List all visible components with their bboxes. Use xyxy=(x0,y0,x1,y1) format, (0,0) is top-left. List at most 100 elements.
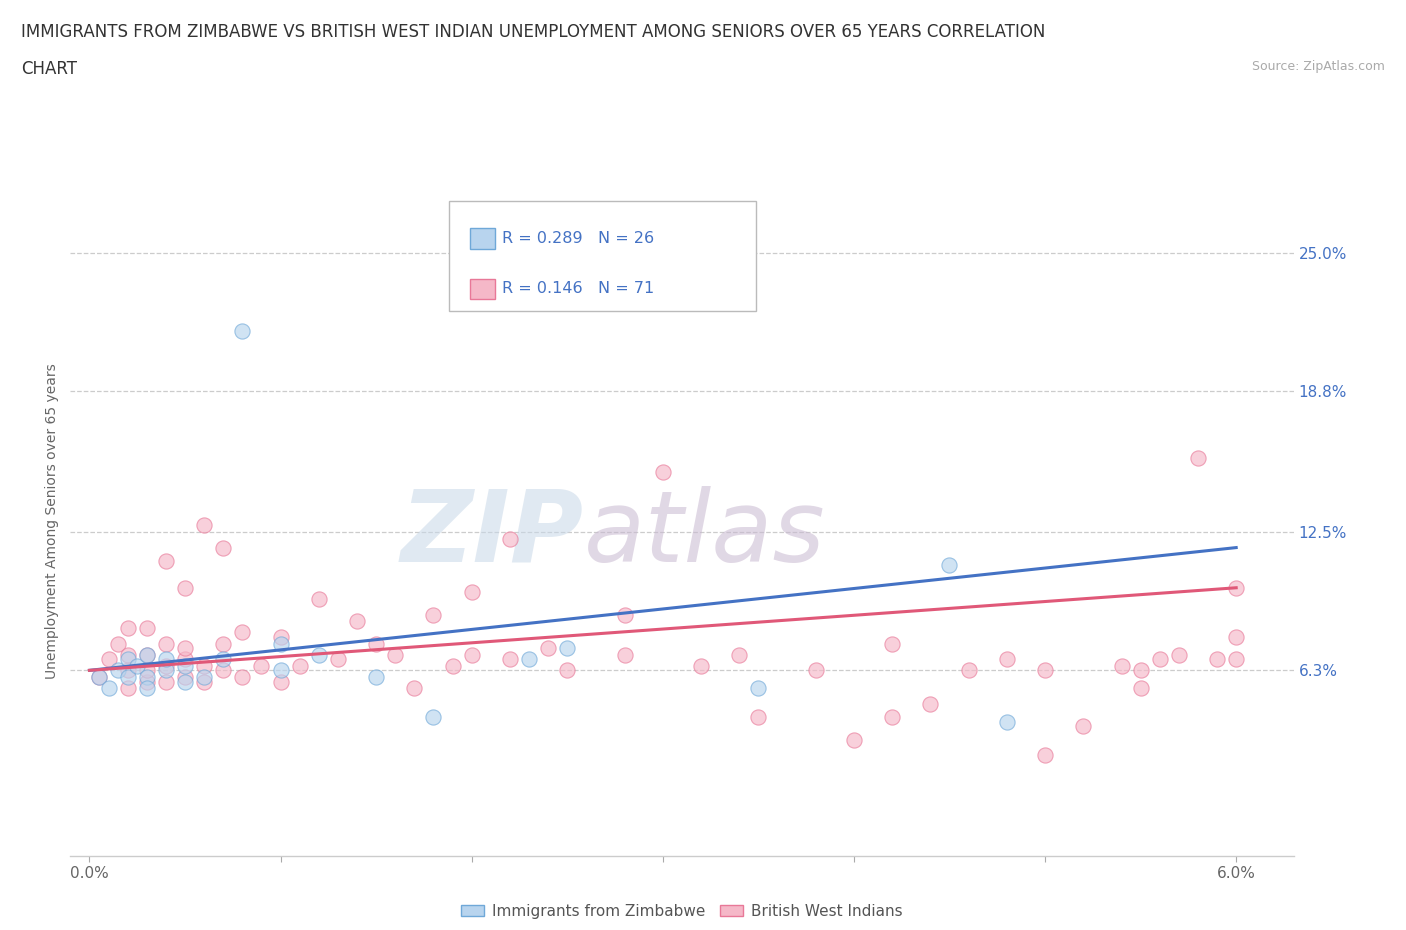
Point xyxy=(270,663,292,678)
Point xyxy=(135,670,157,684)
Point xyxy=(537,641,560,656)
Point xyxy=(174,670,197,684)
Point xyxy=(174,641,197,656)
Text: atlas: atlas xyxy=(583,485,825,583)
Y-axis label: Unemployment Among Seniors over 65 years: Unemployment Among Seniors over 65 years xyxy=(45,363,59,679)
Point xyxy=(117,681,139,696)
Point xyxy=(957,663,980,678)
Point xyxy=(404,681,426,696)
Point xyxy=(135,663,157,678)
Point xyxy=(842,732,865,747)
Point xyxy=(135,647,157,662)
Point xyxy=(288,658,311,673)
Point xyxy=(155,636,177,651)
Point xyxy=(728,647,751,662)
Point xyxy=(135,681,157,696)
Point xyxy=(882,710,904,724)
Text: R = 0.146   N = 71: R = 0.146 N = 71 xyxy=(502,282,654,297)
Text: Source: ZipAtlas.com: Source: ZipAtlas.com xyxy=(1251,60,1385,73)
Point xyxy=(155,663,177,678)
Point xyxy=(1225,580,1247,595)
Point xyxy=(174,674,197,689)
Point xyxy=(1129,681,1152,696)
Point xyxy=(231,324,253,339)
Point xyxy=(422,710,444,724)
Point xyxy=(938,558,960,573)
Point xyxy=(212,636,235,651)
Point xyxy=(366,670,388,684)
Point xyxy=(920,697,942,711)
Point xyxy=(1111,658,1133,673)
Point xyxy=(193,518,215,533)
Point xyxy=(326,652,349,667)
Point xyxy=(231,670,253,684)
Point xyxy=(555,663,578,678)
Point xyxy=(87,670,110,684)
Point xyxy=(384,647,406,662)
Point xyxy=(366,636,388,651)
Point xyxy=(651,464,673,479)
Point xyxy=(155,652,177,667)
Point xyxy=(1129,663,1152,678)
Point xyxy=(1167,647,1189,662)
Point xyxy=(135,674,157,689)
Point xyxy=(97,652,120,667)
Point xyxy=(155,674,177,689)
Point xyxy=(613,607,636,622)
Point xyxy=(117,663,139,678)
Point xyxy=(1071,719,1094,734)
Point xyxy=(1033,663,1056,678)
Point xyxy=(1206,652,1229,667)
Point xyxy=(747,710,769,724)
Point xyxy=(135,620,157,635)
Point xyxy=(107,663,129,678)
Point xyxy=(1187,451,1209,466)
Point xyxy=(1225,630,1247,644)
Point xyxy=(270,636,292,651)
Point xyxy=(499,531,522,546)
Point xyxy=(270,630,292,644)
Point xyxy=(1149,652,1171,667)
Legend: Immigrants from Zimbabwe, British West Indians: Immigrants from Zimbabwe, British West I… xyxy=(456,897,908,925)
Text: R = 0.289   N = 26: R = 0.289 N = 26 xyxy=(502,232,654,246)
Point xyxy=(97,681,120,696)
Point xyxy=(308,591,330,606)
Point xyxy=(193,670,215,684)
Point xyxy=(460,585,482,600)
Point xyxy=(87,670,110,684)
Point xyxy=(174,652,197,667)
Point xyxy=(107,636,129,651)
Point xyxy=(117,670,139,684)
Point xyxy=(441,658,464,673)
Point xyxy=(422,607,444,622)
Point xyxy=(308,647,330,662)
Point xyxy=(804,663,827,678)
Point xyxy=(212,652,235,667)
Point xyxy=(1225,652,1247,667)
Point xyxy=(174,580,197,595)
Point xyxy=(499,652,522,667)
Text: ZIP: ZIP xyxy=(401,485,583,583)
Point xyxy=(117,652,139,667)
Point xyxy=(613,647,636,662)
Point xyxy=(212,663,235,678)
Point xyxy=(212,540,235,555)
Point xyxy=(995,714,1018,729)
Point xyxy=(995,652,1018,667)
Point xyxy=(193,674,215,689)
Point xyxy=(690,658,713,673)
Text: IMMIGRANTS FROM ZIMBABWE VS BRITISH WEST INDIAN UNEMPLOYMENT AMONG SENIORS OVER : IMMIGRANTS FROM ZIMBABWE VS BRITISH WEST… xyxy=(21,23,1046,41)
Point xyxy=(517,652,540,667)
Point xyxy=(747,681,769,696)
Point xyxy=(555,641,578,656)
Text: CHART: CHART xyxy=(21,60,77,78)
Point xyxy=(250,658,273,673)
Point xyxy=(117,647,139,662)
Point xyxy=(174,658,197,673)
Point xyxy=(882,636,904,651)
Point xyxy=(346,614,368,629)
Point xyxy=(135,647,157,662)
Point xyxy=(127,658,149,673)
Point xyxy=(155,658,177,673)
Point xyxy=(1033,748,1056,763)
